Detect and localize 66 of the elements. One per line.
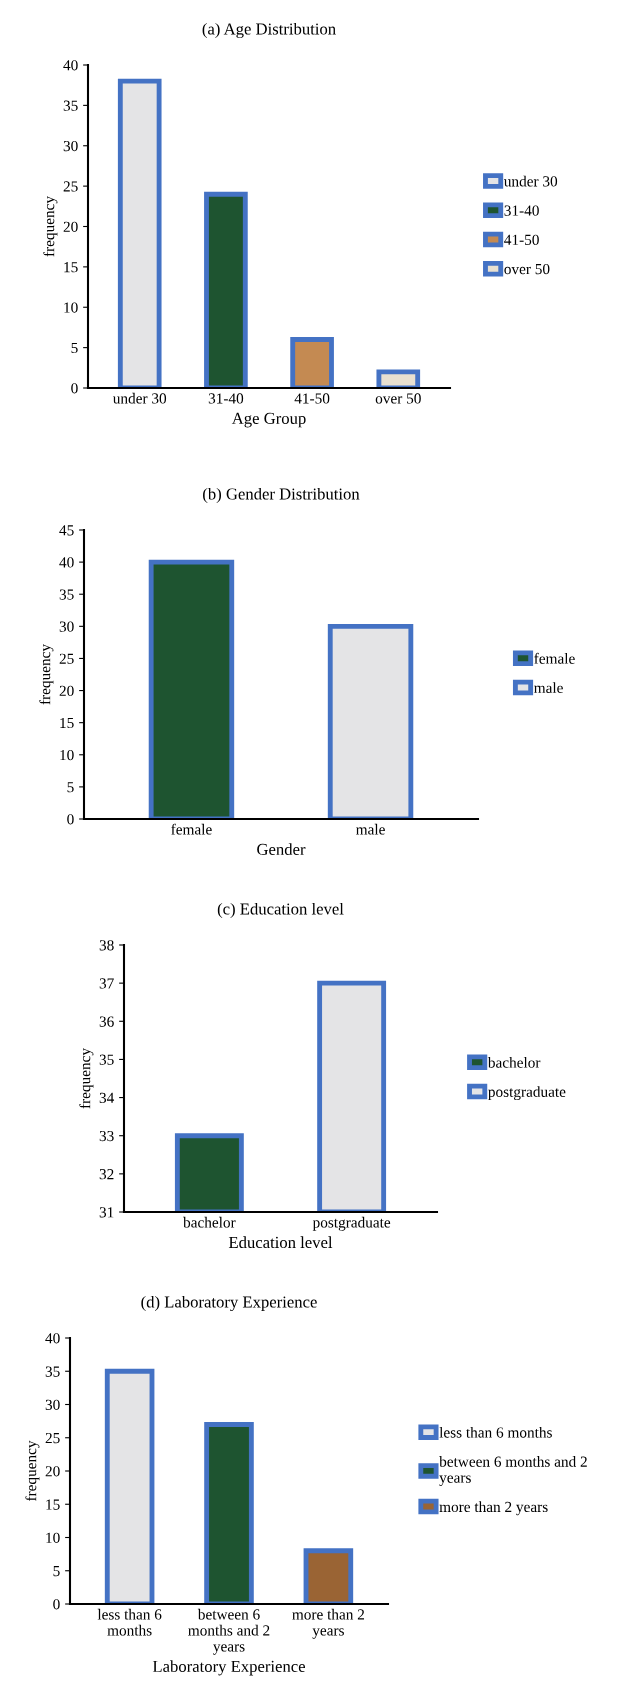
y-tick-label: 38 (99, 940, 114, 951)
chart-title: (b) Gender Distribution (203, 487, 360, 503)
y-tick-label: 35 (45, 1366, 60, 1377)
legend-label: between 6 months and 2 years (439, 1456, 587, 1486)
chart-title: (a) Age Distribution (202, 22, 336, 39)
y-tick-label: 25 (59, 653, 74, 664)
legend-label: more than 2 years (439, 1501, 548, 1516)
y-tick-label: 45 (59, 525, 74, 536)
y-tick-label: 0 (71, 383, 78, 394)
y-tick-label: 5 (71, 342, 78, 354)
y-tick-label: 30 (45, 1399, 60, 1410)
y-tick-label: 15 (46, 1499, 60, 1510)
y-tick-label: 20 (45, 1466, 60, 1477)
y-tick-label: 36 (99, 1016, 114, 1027)
y-tick-label: 20 (63, 221, 78, 232)
y-tick-label: 10 (60, 749, 74, 761)
x-tick-label: less than 6 months (97, 1608, 162, 1636)
x-axis-title: Education level (228, 1236, 333, 1249)
y-tick-label: 10 (46, 1532, 60, 1543)
legend-label: under 30 (504, 175, 558, 187)
y-tick-label: 5 (53, 1566, 60, 1577)
x-tick-label: 31-40 (208, 393, 244, 404)
legend-label: male (534, 682, 563, 693)
y-tick-label: 40 (63, 60, 78, 71)
y-tick-label: 5 (67, 782, 74, 793)
y-tick-label: 30 (59, 621, 74, 632)
x-tick-label: over 50 (375, 393, 421, 404)
legend-label: postgraduate (488, 1086, 566, 1101)
chart-title: (d) Laboratory Experience (141, 1295, 317, 1312)
y-tick-label: 25 (63, 181, 78, 192)
y-tick-label: 0 (53, 1599, 60, 1610)
x-tick-label: more than 2 years (292, 1608, 365, 1639)
y-tick-label: 34 (99, 1092, 115, 1104)
y-tick-label: 40 (59, 557, 74, 568)
y-axis-title: frequency (79, 1048, 94, 1109)
y-axis-title: frequency (43, 196, 58, 257)
y-tick-label: 33 (99, 1130, 114, 1142)
y-tick-label: 0 (67, 814, 74, 825)
x-axis-title: Age Group (231, 412, 306, 428)
y-tick-label: 40 (45, 1333, 60, 1344)
x-axis-title: Laboratory Experience (152, 1660, 305, 1676)
y-tick-label: 35 (63, 100, 78, 111)
x-tick-label: between 6 months and 2 years (188, 1608, 270, 1655)
y-tick-label: 32 (99, 1169, 114, 1180)
y-tick-label: 30 (63, 140, 78, 152)
legend-label: bachelor (487, 1056, 541, 1068)
y-axis-title: frequency (25, 1440, 40, 1502)
legend-label: less than 6 months (439, 1426, 552, 1438)
y-tick-label: 35 (59, 589, 74, 600)
y-tick-label: 35 (99, 1054, 114, 1065)
y-tick-label: 10 (64, 302, 78, 313)
y-axis-title: frequency (39, 644, 54, 705)
legend-label: 41-50 (504, 234, 539, 245)
chart-title: (c) Education level (217, 902, 344, 918)
legend-label: female (534, 652, 575, 664)
legend-label: over 50 (504, 263, 550, 275)
x-axis-title: Gender (257, 843, 306, 855)
y-tick-label: 20 (59, 685, 74, 697)
y-tick-label: 15 (64, 262, 78, 273)
legend-label: 31-40 (504, 205, 539, 216)
y-tick-label: 15 (60, 717, 74, 729)
y-tick-label: 31 (99, 1207, 114, 1218)
x-tick-label: 41-50 (294, 393, 330, 404)
y-tick-label: 25 (45, 1432, 60, 1444)
y-tick-label: 37 (99, 978, 114, 989)
x-tick-label: under 30 (112, 392, 167, 404)
